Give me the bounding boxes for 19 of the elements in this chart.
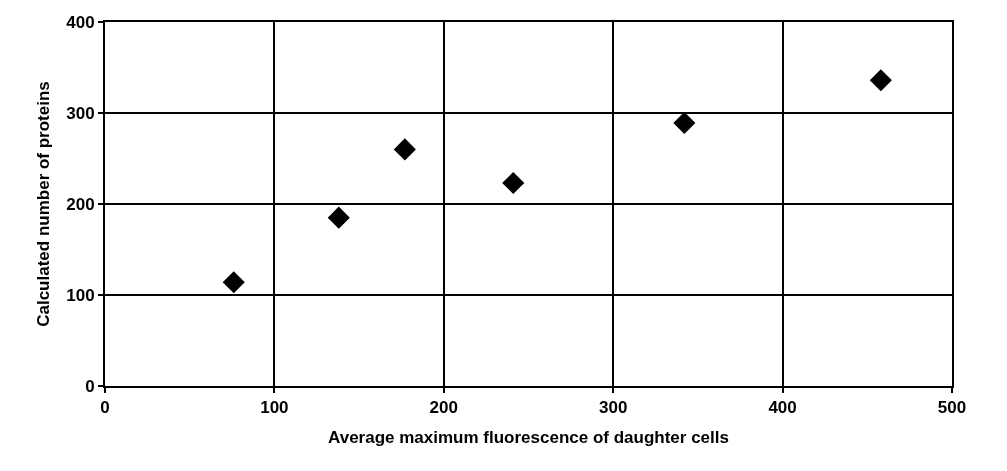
point bbox=[673, 111, 696, 135]
point bbox=[502, 172, 525, 195]
y-tick-label: 100 bbox=[66, 285, 95, 305]
x-axis-title: Average maximum fluorescence of daughter cells bbox=[328, 428, 729, 448]
point bbox=[222, 271, 245, 294]
x-tick-label: 500 bbox=[937, 398, 967, 418]
y-tick-label: 300 bbox=[66, 103, 95, 123]
point bbox=[327, 206, 350, 229]
x-tick-label: 200 bbox=[429, 398, 458, 418]
point bbox=[869, 69, 892, 92]
x-tick-label: 400 bbox=[768, 398, 797, 418]
y-axis-title: Calculated number of proteins bbox=[34, 81, 54, 327]
y-tick-label: 0 bbox=[85, 376, 95, 396]
x-tick-label: 100 bbox=[260, 398, 289, 418]
x-tick-label: 300 bbox=[599, 398, 628, 418]
y-tick-label: 200 bbox=[66, 194, 95, 214]
x-tick-label: 0 bbox=[100, 398, 110, 418]
y-tick-label: 400 bbox=[66, 12, 95, 32]
point bbox=[393, 138, 416, 161]
